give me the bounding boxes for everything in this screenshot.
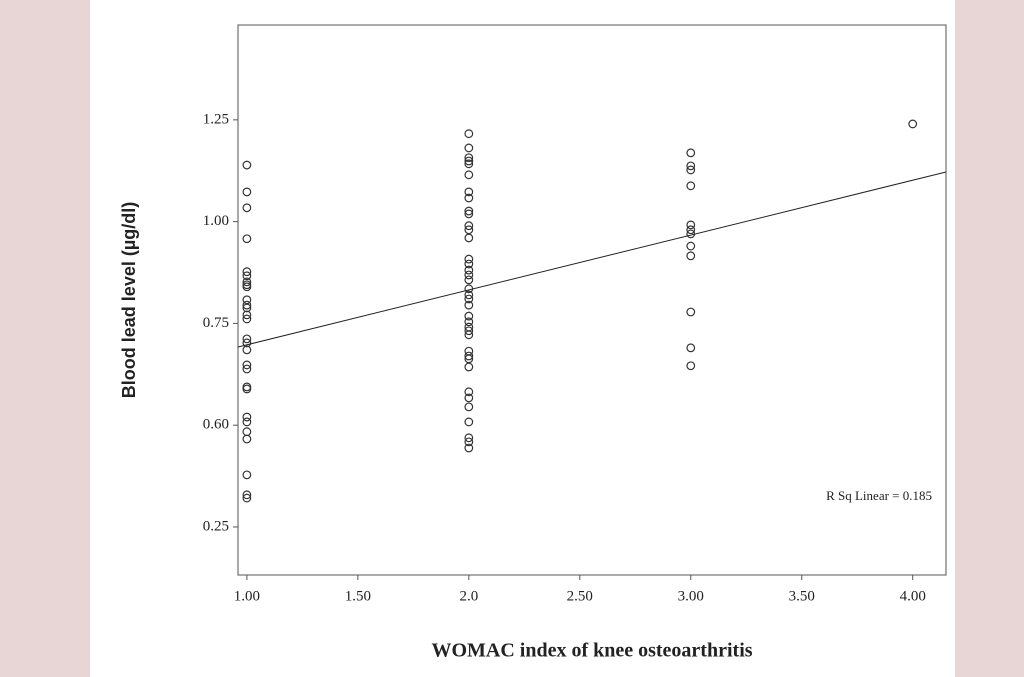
point	[464, 129, 474, 139]
point	[686, 241, 696, 251]
point	[464, 290, 474, 300]
point	[686, 181, 696, 191]
point	[464, 143, 474, 153]
point	[464, 233, 474, 243]
point	[464, 326, 474, 336]
point	[464, 206, 474, 216]
point	[464, 275, 474, 285]
y-tick-label: 0.25	[203, 518, 229, 534]
x-tick-label: 4.00	[900, 588, 926, 604]
point	[464, 417, 474, 427]
point	[464, 300, 474, 310]
point	[242, 234, 252, 244]
x-tick-label: 3.50	[789, 588, 815, 604]
point	[908, 119, 918, 129]
annotation: R Sq Linear = 0.185	[826, 488, 932, 503]
point	[464, 254, 474, 264]
point	[464, 159, 474, 169]
point	[464, 443, 474, 453]
y-tick-label: 1.25	[203, 111, 229, 127]
point	[242, 490, 252, 500]
point	[464, 209, 474, 219]
point	[686, 307, 696, 317]
point	[242, 412, 252, 422]
point	[242, 282, 252, 292]
point	[686, 343, 696, 353]
point	[686, 220, 696, 230]
point	[464, 437, 474, 447]
point	[686, 251, 696, 261]
point	[464, 402, 474, 412]
x-tick-label: 1.00	[234, 588, 260, 604]
point	[242, 267, 252, 277]
point	[464, 193, 474, 203]
point	[686, 165, 696, 175]
point	[464, 362, 474, 372]
y-tick-label: 1.00	[203, 213, 229, 229]
point	[464, 317, 474, 327]
point	[464, 170, 474, 180]
point	[464, 330, 474, 340]
point	[464, 433, 474, 443]
point	[242, 300, 252, 310]
point	[464, 221, 474, 231]
x-axis-label: WOMAC index of knee osteoarthritis	[431, 640, 752, 662]
point	[686, 161, 696, 171]
point	[464, 187, 474, 197]
x-tick-label: 3.00	[678, 588, 704, 604]
point	[242, 364, 252, 374]
point	[242, 470, 252, 480]
point	[242, 493, 252, 503]
point	[464, 351, 474, 361]
point	[464, 153, 474, 163]
point	[242, 360, 252, 370]
point	[464, 294, 474, 304]
point	[242, 277, 252, 287]
point	[242, 345, 252, 355]
point	[464, 393, 474, 403]
point	[464, 156, 474, 166]
point	[242, 203, 252, 213]
point	[464, 265, 474, 275]
point	[242, 434, 252, 444]
point	[686, 225, 696, 235]
point	[242, 384, 252, 394]
point	[242, 310, 252, 320]
point	[464, 387, 474, 397]
point	[242, 187, 252, 197]
point	[242, 338, 252, 348]
y-tick-label: 0.75	[203, 315, 229, 331]
point	[242, 334, 252, 344]
point	[464, 259, 474, 269]
point	[686, 148, 696, 158]
point	[464, 270, 474, 280]
y-tick-label: 0.60	[203, 417, 229, 433]
x-tick-label: 2.50	[567, 588, 593, 604]
plot-frame	[237, 24, 947, 576]
fit-line	[237, 171, 947, 348]
x-tick-label: 1.50	[345, 588, 371, 604]
x-tick-label: 2.0	[459, 588, 478, 604]
panel	[90, 0, 955, 677]
point	[242, 417, 252, 427]
point	[464, 311, 474, 321]
point	[242, 271, 252, 281]
point	[242, 160, 252, 170]
y-axis-label: Blood lead level (µg/dl)	[119, 202, 139, 398]
point	[686, 361, 696, 371]
point	[242, 303, 252, 313]
point	[242, 314, 252, 324]
